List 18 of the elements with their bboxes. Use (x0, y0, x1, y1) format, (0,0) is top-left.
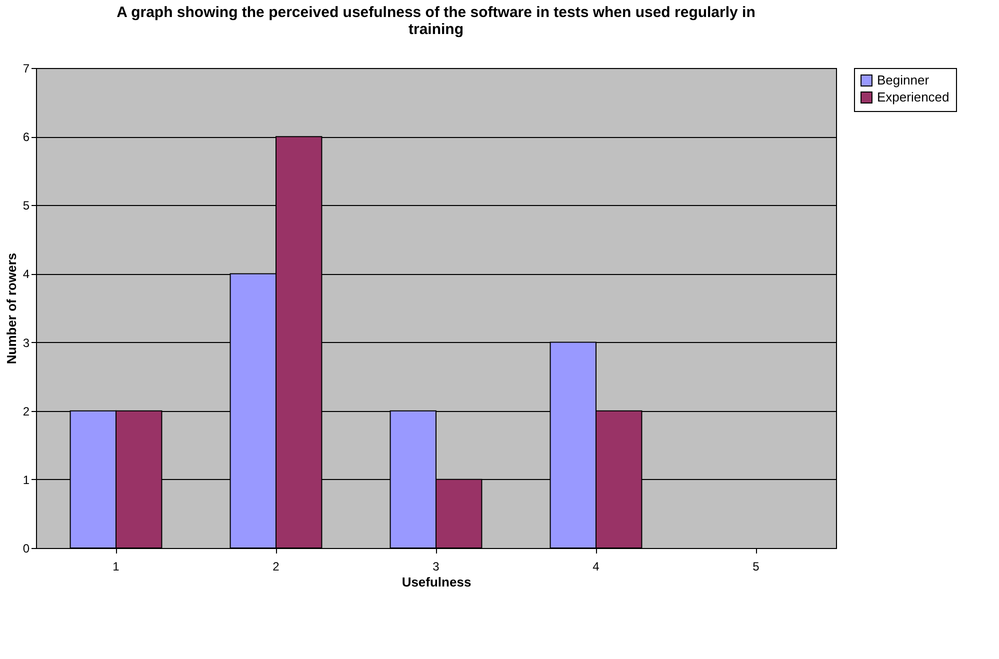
chart-title: A graph showing the perceived usefulness of the software in tests when used regularly in training (116, 4, 756, 38)
legend-label: Beginner (877, 72, 930, 88)
x-axis-title: Usefulness (402, 574, 472, 590)
y-tick-label: 0 (22, 542, 30, 556)
y-tick-label: 4 (22, 267, 30, 282)
y-axis-title: Number of rowers (4, 252, 19, 364)
y-tick-label: 7 (22, 62, 30, 76)
x-tick-label: 3 (432, 560, 440, 574)
x-tick-label: 2 (272, 560, 280, 574)
x-tick-label: 5 (752, 560, 760, 574)
legend-label: Experienced (877, 90, 950, 104)
y-tick-label: 5 (22, 198, 30, 213)
x-tick-label: 4 (592, 560, 600, 574)
y-tick-label: 3 (22, 336, 30, 350)
x-tick-label: 1 (112, 560, 120, 574)
y-tick-label: 1 (22, 472, 30, 487)
y-tick-label: 6 (22, 130, 30, 144)
y-tick-label: 2 (22, 404, 30, 418)
